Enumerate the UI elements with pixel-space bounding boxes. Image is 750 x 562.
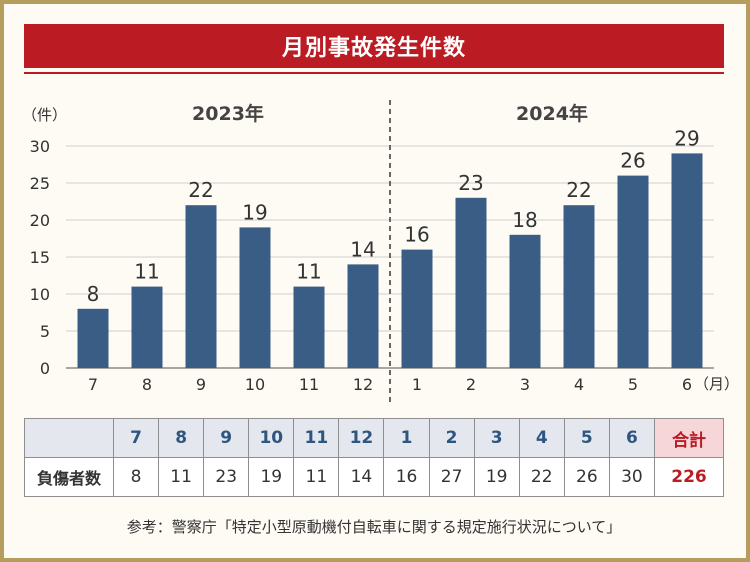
x-axis-unit: （月） bbox=[694, 375, 739, 393]
table-month-header: 7 bbox=[112, 418, 160, 458]
y-tick-label: 25 bbox=[30, 174, 50, 193]
table-month-header: 11 bbox=[293, 418, 340, 458]
table-cell: 23 bbox=[203, 457, 250, 497]
x-tick-label: 1 bbox=[412, 375, 422, 394]
y-tick-label: 20 bbox=[30, 211, 50, 230]
bar bbox=[131, 286, 163, 368]
data-label: 19 bbox=[242, 200, 267, 224]
y-axis-unit: （件） bbox=[22, 106, 67, 124]
data-label: 29 bbox=[674, 126, 699, 150]
table-row: 負傷者数 8 11 23 19 11 14 16 27 19 22 26 30 … bbox=[24, 457, 724, 497]
bar bbox=[347, 264, 379, 368]
year-label: 2024年 bbox=[516, 102, 588, 125]
table-header-row: 7 8 9 10 11 12 1 2 3 4 5 6 合計 bbox=[24, 418, 724, 458]
table-cell: 16 bbox=[383, 457, 430, 497]
title-rule bbox=[24, 72, 724, 74]
data-label: 22 bbox=[188, 178, 213, 202]
bar bbox=[455, 197, 487, 368]
bar bbox=[401, 249, 433, 368]
table-row-label: 負傷者数 bbox=[24, 457, 114, 497]
table-cell: 8 bbox=[112, 457, 160, 497]
data-label: 11 bbox=[296, 260, 321, 284]
bar bbox=[671, 153, 703, 368]
table-month-header: 6 bbox=[608, 418, 656, 458]
table-cell: 14 bbox=[338, 457, 385, 497]
table-total-header: 合計 bbox=[654, 418, 724, 458]
x-tick-label: 5 bbox=[628, 375, 638, 394]
x-tick-label: 2 bbox=[466, 375, 476, 394]
table-month-header: 8 bbox=[158, 418, 205, 458]
table-corner-cell bbox=[24, 418, 114, 458]
x-tick-label: 8 bbox=[142, 375, 152, 394]
table-month-header: 5 bbox=[563, 418, 610, 458]
table-cell: 26 bbox=[563, 457, 610, 497]
bar bbox=[239, 227, 271, 368]
table-cell: 27 bbox=[428, 457, 475, 497]
data-label: 8 bbox=[87, 282, 100, 306]
data-label: 23 bbox=[458, 171, 483, 195]
x-tick-label: 11 bbox=[299, 375, 319, 394]
table-cell: 11 bbox=[293, 457, 340, 497]
bar bbox=[563, 205, 595, 368]
x-tick-label: 10 bbox=[245, 375, 265, 394]
table-month-header: 12 bbox=[338, 418, 385, 458]
data-label: 22 bbox=[566, 178, 591, 202]
y-tick-label: 5 bbox=[40, 322, 50, 341]
x-tick-label: 9 bbox=[196, 375, 206, 394]
y-tick-label: 0 bbox=[40, 359, 50, 378]
table-month-header: 9 bbox=[203, 418, 250, 458]
x-tick-label: 6 bbox=[682, 375, 692, 394]
y-tick-label: 15 bbox=[30, 248, 50, 267]
table-month-header: 4 bbox=[518, 418, 565, 458]
chart-title-bar: 月別事故発生件数 bbox=[24, 24, 724, 68]
table-month-header: 10 bbox=[248, 418, 295, 458]
y-tick-label: 30 bbox=[30, 137, 50, 156]
data-label: 16 bbox=[404, 223, 429, 247]
x-tick-label: 3 bbox=[520, 375, 530, 394]
bar bbox=[185, 205, 217, 368]
table-cell: 19 bbox=[248, 457, 295, 497]
year-label: 2023年 bbox=[192, 102, 264, 125]
x-tick-label: 4 bbox=[574, 375, 584, 394]
table-cell: 30 bbox=[608, 457, 656, 497]
bar bbox=[293, 286, 325, 368]
bar bbox=[77, 308, 109, 368]
table-cell: 22 bbox=[518, 457, 565, 497]
table-cell: 11 bbox=[158, 457, 205, 497]
bar bbox=[617, 175, 649, 368]
data-label: 18 bbox=[512, 208, 537, 232]
data-label: 11 bbox=[134, 260, 159, 284]
chart-title: 月別事故発生件数 bbox=[281, 36, 466, 61]
source-note: 参考：警察庁「特定小型原動機付自転車に関する規定施行状況について」 bbox=[126, 518, 622, 536]
table-month-header: 3 bbox=[473, 418, 520, 458]
y-tick-label: 10 bbox=[30, 285, 50, 304]
table-month-header: 1 bbox=[383, 418, 430, 458]
table-cell: 19 bbox=[473, 457, 520, 497]
bar bbox=[509, 234, 541, 368]
table-month-header: 2 bbox=[428, 418, 475, 458]
data-label: 26 bbox=[620, 149, 645, 173]
x-tick-label: 7 bbox=[88, 375, 98, 394]
table-total-cell: 226 bbox=[654, 457, 724, 497]
data-label: 14 bbox=[350, 237, 375, 261]
x-tick-label: 12 bbox=[353, 375, 373, 394]
injury-table: 7 8 9 10 11 12 1 2 3 4 5 6 合計 負傷者数 8 11 … bbox=[24, 418, 724, 497]
